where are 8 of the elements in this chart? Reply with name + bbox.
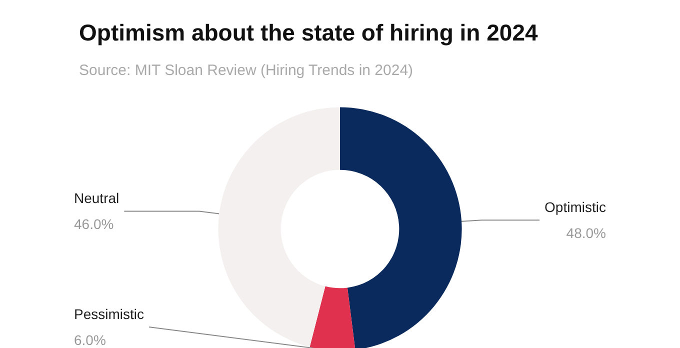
chart-title: Optimism about the state of hiring in 2024	[79, 20, 538, 46]
data-label: 6.0%	[74, 332, 106, 348]
data-label: 48.0%	[566, 225, 606, 242]
data-label: 46.0%	[74, 216, 114, 232]
chart-subtitle: Source: MIT Sloan Review (Hiring Trends in 2024)	[79, 62, 414, 79]
slice-label: Neutral	[74, 190, 120, 206]
slice-label: Pessimistic	[74, 306, 144, 322]
slice-label: Optimistic	[544, 199, 606, 216]
